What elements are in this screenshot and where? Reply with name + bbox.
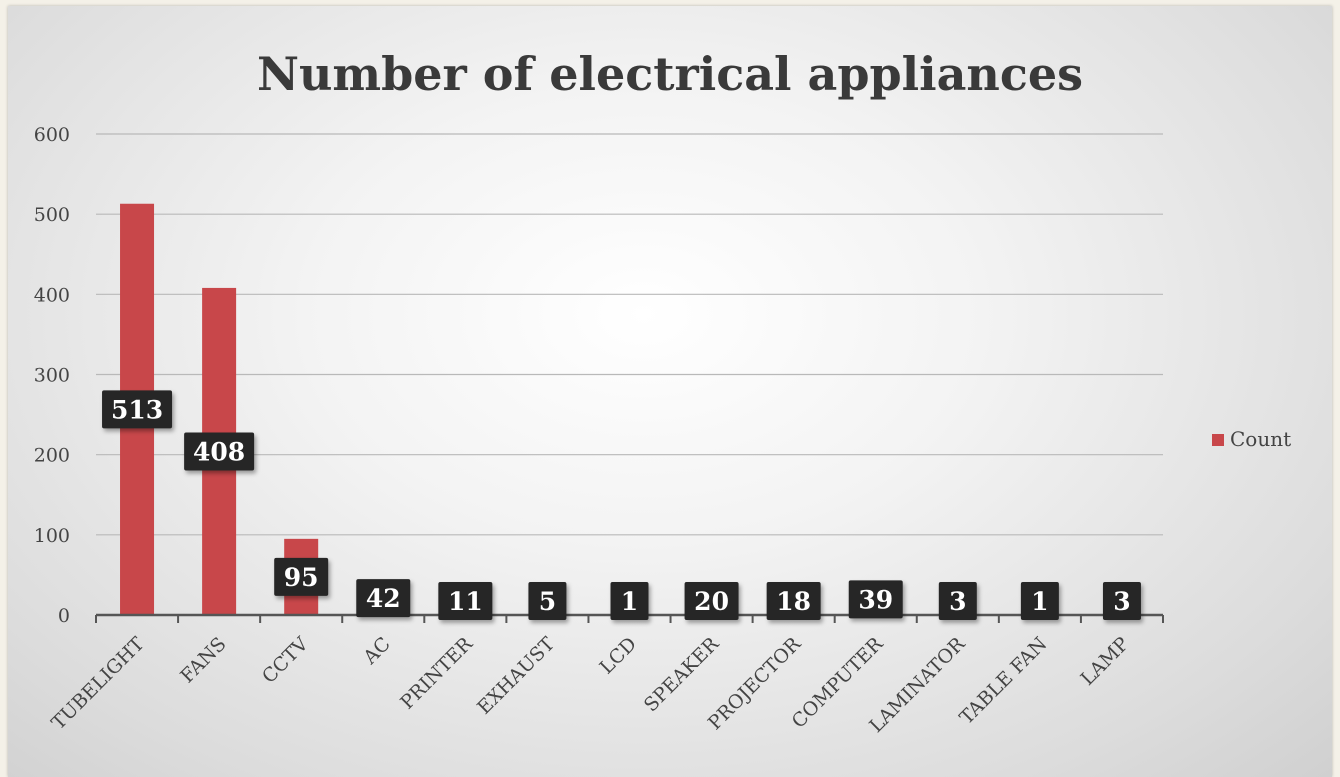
- x-tick-label: EXHAUST: [473, 633, 559, 719]
- x-tick-label: SPEAKER: [640, 632, 724, 716]
- data-label-box: [274, 557, 329, 596]
- data-label: 1: [1020, 582, 1059, 620]
- x-tick-label: CCTV: [258, 633, 313, 688]
- data-label-box: [102, 390, 173, 429]
- data-label-box: [1020, 582, 1059, 620]
- data-label-box: [356, 579, 411, 618]
- data-label: 5: [528, 582, 567, 620]
- x-tick-label: LAMP: [1077, 633, 1134, 690]
- bar-chart: Number of electrical appliances 0 100 200 3…: [34, 47, 1291, 737]
- data-label-box: [1102, 582, 1141, 620]
- data-label-box: [766, 582, 821, 620]
- x-tick-label: PRINTER: [396, 632, 477, 713]
- data-label-box: [184, 432, 255, 471]
- data-label: 408: [184, 432, 255, 471]
- data-label-text: 3: [949, 587, 966, 616]
- chart-frame: Number of electrical appliances 0 100 200 3…: [8, 6, 1332, 777]
- x-tick-label: LCD: [596, 633, 642, 679]
- y-tick-label: 200: [34, 445, 70, 467]
- data-label: 42: [356, 579, 411, 618]
- bars: [120, 203, 1139, 615]
- legend: Count: [1212, 427, 1291, 451]
- data-label-text: 95: [284, 563, 319, 592]
- data-label-text: 5: [539, 587, 556, 616]
- y-tick-label: 300: [34, 365, 70, 387]
- data-label-text: 11: [448, 587, 483, 616]
- y-tick-label: 600: [34, 124, 70, 146]
- data-label-box: [528, 582, 567, 620]
- data-label-box: [684, 582, 739, 620]
- legend-label: Count: [1230, 427, 1291, 451]
- x-tick-label: FANS: [176, 633, 230, 687]
- data-label-box: [848, 580, 903, 619]
- data-label: 1: [610, 582, 649, 620]
- y-axis-ticks: 0 100 200 300 400 500 600: [34, 124, 70, 627]
- y-tick-label: 100: [34, 525, 70, 547]
- data-label-box: [610, 582, 649, 620]
- y-tick-label: 400: [34, 284, 70, 306]
- legend-swatch: [1212, 434, 1224, 446]
- grid-lines: [96, 133, 1163, 536]
- data-label: 3: [938, 582, 977, 620]
- data-label: 20: [684, 582, 739, 620]
- x-tick-label: TUBELIGHT: [47, 633, 148, 734]
- data-label-text: 513: [111, 395, 163, 424]
- data-label-text: 1: [1031, 587, 1048, 616]
- data-label-text: 1: [621, 587, 638, 616]
- data-label-text: 18: [776, 587, 811, 616]
- data-label-box: [438, 582, 493, 620]
- data-label-text: 42: [366, 584, 401, 613]
- data-label-text: 20: [694, 587, 729, 616]
- data-label-text: 3: [1113, 587, 1130, 616]
- data-label: 3: [1102, 582, 1141, 620]
- data-label: 39: [848, 580, 903, 619]
- x-tick-label: AC: [359, 633, 395, 669]
- data-label-text: 39: [858, 585, 893, 614]
- data-label-text: 408: [193, 437, 245, 466]
- data-label: 11: [438, 582, 493, 620]
- y-tick-label: 500: [34, 204, 70, 226]
- data-label: 513: [102, 390, 173, 429]
- data-label: 18: [766, 582, 821, 620]
- y-tick-label: 0: [58, 605, 70, 627]
- data-label: 95: [274, 557, 329, 596]
- data-labels: 513 408 95 42 11 5 1 20 18 39 3 1 3: [102, 390, 1141, 620]
- data-label-box: [938, 582, 977, 620]
- x-tick-label: TABLE FAN: [955, 633, 1051, 729]
- chart-title: Number of electrical appliances: [257, 47, 1083, 101]
